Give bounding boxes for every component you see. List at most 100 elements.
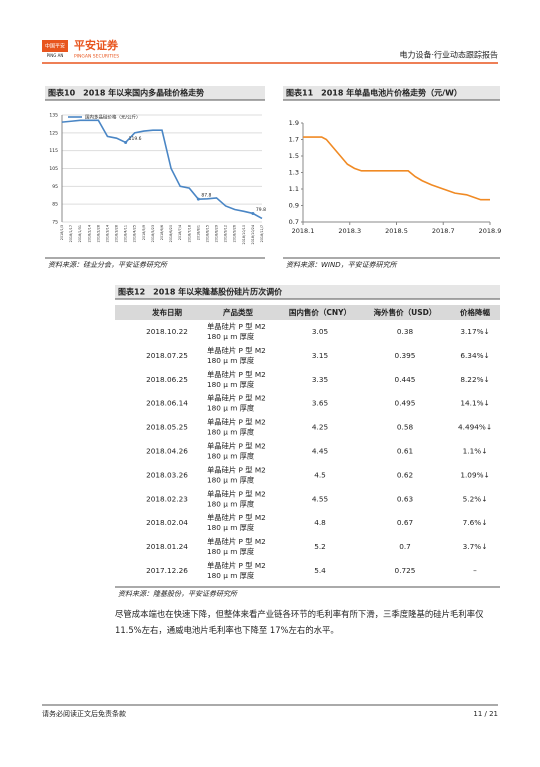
y-tick-label: 115 [49, 148, 58, 154]
table-cell: 单晶硅片 P 型 M2 [207, 537, 266, 546]
table-cell: 3.05 [312, 327, 328, 336]
table-cell: 0.67 [397, 518, 414, 527]
table-cell: 180 μ m 厚度 [207, 451, 255, 460]
x-tick-label: 2018/8/29 [215, 225, 219, 242]
x-tick-label: 2018/11/7 [260, 225, 264, 242]
legend-label: 国内多晶硅价格（元/公斤） [85, 114, 141, 121]
table-cell: 180 μ m 厚度 [207, 356, 255, 365]
fig-title-bg [283, 86, 500, 100]
table-title-bg [115, 285, 500, 299]
y-tick-label: 1.3 [289, 169, 299, 177]
data-label: 119.6 [129, 136, 142, 142]
table-header-bg [115, 305, 500, 320]
table-cell: 180 μ m 厚度 [207, 499, 255, 508]
table-cell: – [473, 566, 477, 575]
figure-title: 图表11 2018 年单晶电池片价格走势（元/W） [286, 88, 462, 98]
x-tick-label: 2018.1 [292, 227, 315, 235]
report-name: 电力设备·行业动态跟踪报告 [399, 50, 498, 60]
x-tick-label: 2018/3/14 [105, 225, 109, 242]
x-tick-label: 2018/6/6 [160, 225, 164, 240]
table-cell: 2018.01.24 [146, 542, 188, 551]
table-header: 产品类型 [223, 307, 253, 317]
table-cell: 3.17%↓ [460, 327, 489, 336]
table-title: 图表12 2018 年以来隆基股份硅片历次调价 [118, 287, 283, 297]
x-tick-label: 2018/7/4 [178, 225, 182, 240]
x-tick-label: 2018/6/20 [169, 225, 173, 242]
table-cell: 2018.06.14 [146, 399, 188, 408]
table-cell: 3.7%↓ [463, 542, 488, 551]
table-cell: 0.63 [397, 494, 414, 503]
table-cell: 单晶硅片 P 型 M2 [207, 418, 266, 427]
x-tick-label: 2018.7 [432, 227, 455, 235]
table-cell: 2018.03.26 [146, 470, 188, 479]
marker [124, 140, 128, 144]
table-cell: 0.38 [397, 327, 414, 336]
table-cell: 0.62 [397, 470, 413, 479]
table-cell: 单晶硅片 P 型 M2 [207, 394, 266, 403]
table-cell: 2017.12.26 [146, 566, 188, 575]
y-tick-label: 0.9 [289, 202, 299, 210]
x-tick-label: 2018/7/18 [187, 225, 191, 242]
data-label: 79.8 [256, 207, 266, 213]
x-tick-label: 2018/8/15 [205, 225, 209, 242]
table-cell: 单晶硅片 P 型 M2 [207, 561, 266, 570]
x-tick-label: 2018/3/28 [115, 225, 119, 242]
table-cell: 3.15 [312, 351, 328, 360]
y-tick-label: 105 [49, 166, 58, 172]
table-cell: 单晶硅片 P 型 M2 [207, 465, 266, 474]
table-cell: 14.1%↓ [460, 399, 489, 408]
table-cell: 0.395 [395, 351, 416, 360]
table-cell: 5.2%↓ [463, 494, 488, 503]
table-cell: 单晶硅片 P 型 M2 [207, 322, 266, 331]
table-cell: 2018.02.04 [146, 518, 188, 527]
table-cell: 4.45 [312, 446, 328, 455]
x-tick-label: 2018/9/12 [224, 225, 228, 242]
x-tick-label: 2018/1/3 [60, 225, 64, 240]
marker [251, 211, 255, 215]
y-tick-label: 0.7 [289, 218, 299, 226]
table-cell: 单晶硅片 P 型 M2 [207, 513, 266, 522]
line [61, 119, 263, 220]
table-cell: 2018.10.22 [146, 327, 188, 336]
table-cell: 4.494%↓ [458, 423, 492, 432]
x-tick-label: 2018/5/9 [142, 225, 146, 240]
table-cell: 8.22%↓ [460, 375, 489, 384]
table-cell: 6.34%↓ [460, 351, 489, 360]
source: 资料来源：WIND，平安证券研究所 [286, 261, 398, 269]
table-header: 国内售价（CNY） [289, 307, 351, 317]
table-cell: 0.61 [397, 446, 413, 455]
x-tick-label: 2018/2/14 [87, 225, 91, 242]
x-tick-label: 2018.5 [385, 227, 408, 235]
x-tick-label: 2018/8/1 [196, 225, 200, 240]
source: 资料来源：隆基股份，平安证券研究所 [118, 590, 238, 598]
y-tick-label: 75 [52, 220, 58, 226]
disclaimer: 请务必阅读正文后免责条款 [42, 709, 126, 718]
table-cell: 180 μ m 厚度 [207, 380, 255, 389]
table-cell: 4.55 [312, 494, 328, 503]
y-tick-label: 1.7 [289, 136, 299, 144]
paragraph: 尽管成本端也在快速下降，但整体来看产业链各环节的毛利率有所下滑，三季度隆基的硅片… [115, 609, 484, 635]
x-tick-label: 2018/10/10 [242, 225, 246, 245]
table-cell: 0.495 [395, 399, 416, 408]
table-cell: 0.7 [399, 542, 411, 551]
table-cell: 0.725 [395, 566, 416, 575]
table-cell: 180 μ m 厚度 [207, 571, 255, 580]
x-tick-label: 2018.3 [338, 227, 361, 235]
table-header: 发布日期 [151, 307, 182, 317]
line [303, 136, 490, 201]
logo-top: 中国平安 [45, 43, 65, 50]
x-tick-label: 2018/4/11 [124, 225, 128, 242]
fig-title-bg [45, 86, 265, 100]
table-cell: 180 μ m 厚度 [207, 547, 255, 556]
y-tick-label: 95 [52, 184, 58, 190]
y-tick-label: 1.9 [289, 119, 299, 127]
table-cell: 单晶硅片 P 型 M2 [207, 370, 266, 379]
table-header: 价格降幅 [460, 307, 490, 317]
table-cell: 180 μ m 厚度 [207, 523, 255, 532]
table-cell: 2018.06.25 [146, 375, 188, 384]
table-cell: 1.09%↓ [460, 470, 489, 479]
table-cell: 单晶硅片 P 型 M2 [207, 489, 266, 498]
brand-en: PINGAN SECURITIES [74, 54, 119, 60]
